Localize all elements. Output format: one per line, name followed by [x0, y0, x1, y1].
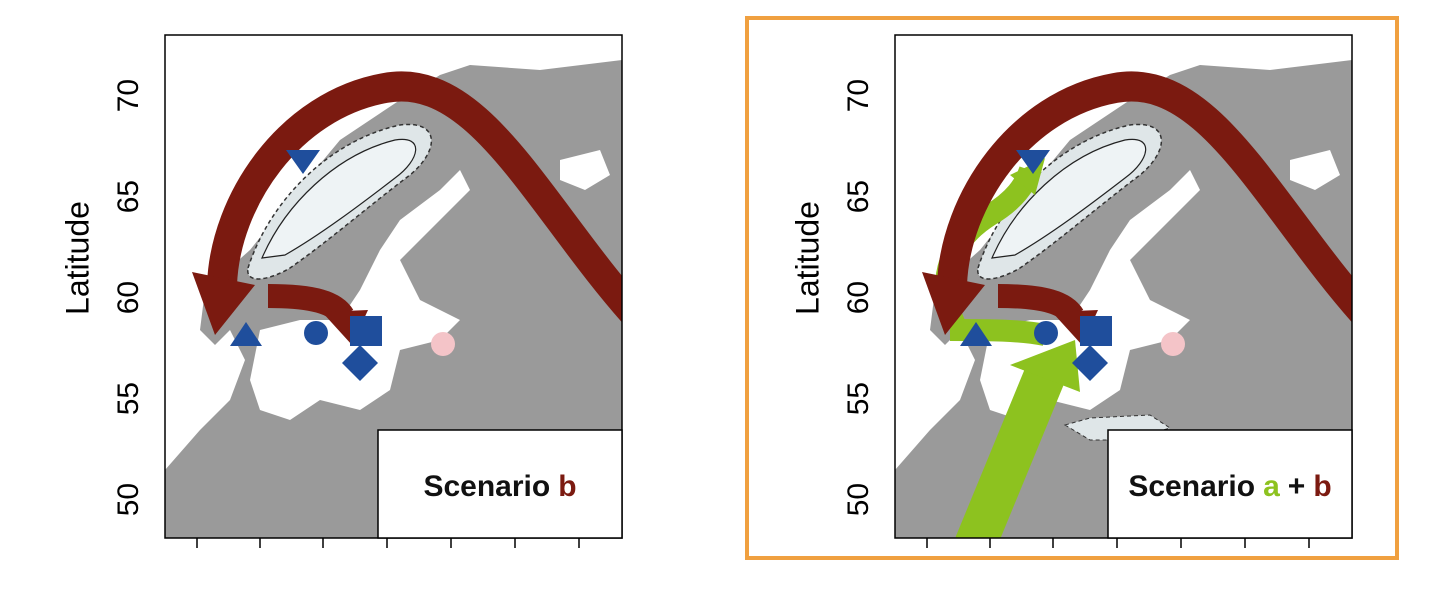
y-tick-label: 65	[112, 180, 145, 213]
legend-part: b	[558, 470, 576, 503]
y-axis-label: Latitude	[59, 201, 95, 315]
panel-b	[895, 35, 1352, 538]
legend-part: Scenario	[1128, 470, 1255, 503]
legend-label: Scenario a + b	[1128, 470, 1331, 503]
y-axis-label: Latitude	[789, 201, 825, 315]
axes	[164, 34, 1353, 548]
y-tick-label: 60	[842, 281, 875, 314]
highlight-frame	[745, 16, 1399, 560]
y-tick-label: 70	[112, 79, 145, 112]
y-tick-label: 55	[112, 382, 145, 415]
legend-part: +	[1288, 470, 1306, 503]
y-tick-label: 70	[842, 79, 875, 112]
y-tick-label: 60	[112, 281, 145, 314]
y-tick-label: 55	[842, 382, 875, 415]
legend-part: Scenario	[423, 470, 550, 503]
y-tick-label: 50	[842, 483, 875, 516]
y-tick-label: 50	[112, 483, 145, 516]
y-tick-label: 65	[842, 180, 875, 213]
legend-label: Scenario b	[423, 470, 576, 503]
legend-part: b	[1313, 470, 1331, 503]
legend-part: a	[1263, 470, 1280, 503]
